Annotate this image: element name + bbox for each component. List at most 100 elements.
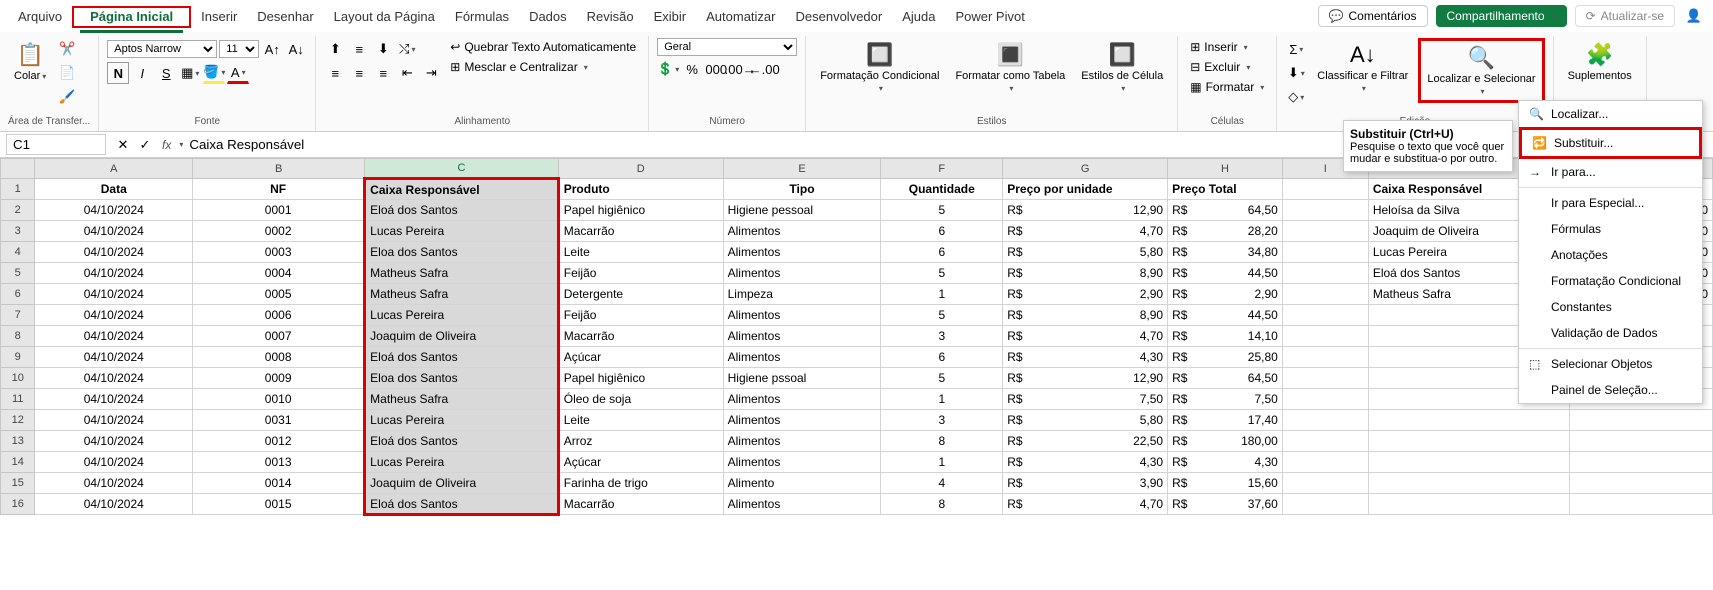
currency-icon[interactable]: 💲▾ [657, 58, 679, 80]
conditional-format-button[interactable]: 🔲Formatação Condicional▾ [814, 38, 945, 97]
fill-icon[interactable]: ⬇▾ [1285, 62, 1307, 84]
cell[interactable]: 0004 [193, 263, 365, 284]
cell[interactable]: Alimentos [723, 452, 881, 473]
cell[interactable]: R$37,60 [1168, 494, 1283, 515]
cell[interactable]: 04/10/2024 [35, 452, 193, 473]
cell[interactable]: R$12,90 [1003, 200, 1168, 221]
cell[interactable]: 4 [881, 473, 1003, 494]
cell[interactable]: 6 [881, 242, 1003, 263]
tab-ajuda[interactable]: Ajuda [892, 3, 945, 30]
insert-cells-button[interactable]: ⊞ Inserir▾ [1186, 38, 1251, 56]
font-name-select[interactable]: Aptos Narrow [107, 40, 217, 58]
cell[interactable]: 6 [881, 221, 1003, 242]
cell[interactable]: Alimentos [723, 242, 881, 263]
row-header[interactable]: 12 [1, 410, 35, 431]
refresh-button[interactable]: ⟳ Atualizar-se [1575, 5, 1675, 27]
font-size-select[interactable]: 11 [219, 40, 259, 58]
cell[interactable]: 04/10/2024 [35, 326, 193, 347]
col-header[interactable]: F [881, 159, 1003, 179]
cell[interactable]: R$22,50 [1003, 431, 1168, 452]
cell[interactable] [1569, 431, 1712, 452]
name-box[interactable] [6, 134, 106, 155]
cell[interactable] [1282, 368, 1368, 389]
cell[interactable] [1282, 431, 1368, 452]
menu-item-constantes[interactable]: Constantes [1519, 294, 1702, 320]
tab-power-pivot[interactable]: Power Pivot [945, 3, 1034, 30]
tab-desenhar[interactable]: Desenhar [247, 3, 323, 30]
cell[interactable]: Tipo [723, 179, 881, 200]
cell[interactable]: Caixa Responsável [365, 179, 559, 200]
cell[interactable] [1368, 494, 1569, 515]
indent-inc-icon[interactable]: ⇥ [420, 62, 442, 84]
row-header[interactable]: 13 [1, 431, 35, 452]
enter-formula-icon[interactable]: ✓ [134, 134, 156, 156]
cell[interactable]: 6 [881, 347, 1003, 368]
cell[interactable]: 0010 [193, 389, 365, 410]
align-left-icon[interactable]: ≡ [324, 62, 346, 84]
cell[interactable]: Eloa dos Santos [365, 242, 559, 263]
cell[interactable]: Alimento [723, 473, 881, 494]
row-header[interactable]: 16 [1, 494, 35, 515]
tab-arquivo[interactable]: Arquivo [8, 3, 72, 30]
cell[interactable]: 04/10/2024 [35, 389, 193, 410]
cell[interactable]: Alimentos [723, 326, 881, 347]
cell[interactable]: Alimentos [723, 263, 881, 284]
cancel-formula-icon[interactable]: ✕ [112, 134, 134, 156]
user-icon[interactable]: 👤 [1683, 5, 1705, 27]
menu-item-localizar-[interactable]: 🔍Localizar... [1519, 101, 1702, 127]
cell[interactable]: Eloá dos Santos [365, 347, 559, 368]
cell[interactable]: R$34,80 [1168, 242, 1283, 263]
cell[interactable]: 0013 [193, 452, 365, 473]
cell[interactable]: 0006 [193, 305, 365, 326]
cell[interactable]: 5 [881, 263, 1003, 284]
number-format-select[interactable]: Geral [657, 38, 797, 56]
format-table-button[interactable]: 🔳Formatar como Tabela▾ [949, 38, 1071, 97]
merge-center-button[interactable]: ⊞ Mesclar e Centralizar▾ [446, 58, 640, 76]
col-header[interactable]: E [723, 159, 881, 179]
cell[interactable] [1569, 494, 1712, 515]
cell[interactable]: 3 [881, 326, 1003, 347]
cell[interactable]: 8 [881, 494, 1003, 515]
align-top-icon[interactable]: ⬆ [324, 38, 346, 60]
cell[interactable] [1282, 452, 1368, 473]
cell[interactable]: 0003 [193, 242, 365, 263]
cell[interactable]: R$44,50 [1168, 263, 1283, 284]
cell[interactable]: 0001 [193, 200, 365, 221]
cell[interactable] [1282, 389, 1368, 410]
tab-layout-da-página[interactable]: Layout da Página [324, 3, 445, 30]
bold-button[interactable]: N [107, 62, 129, 84]
borders-icon[interactable]: ▦▾ [179, 62, 201, 84]
cell[interactable]: 04/10/2024 [35, 200, 193, 221]
align-bottom-icon[interactable]: ⬇ [372, 38, 394, 60]
cell[interactable]: R$5,80 [1003, 242, 1168, 263]
format-painter-icon[interactable]: 🖌️ [56, 86, 78, 108]
cell[interactable]: R$4,70 [1003, 221, 1168, 242]
cell[interactable]: 5 [881, 305, 1003, 326]
cell[interactable]: Feijão [558, 305, 723, 326]
cell[interactable]: Macarrão [558, 326, 723, 347]
cell[interactable]: 0014 [193, 473, 365, 494]
percent-icon[interactable]: % [681, 58, 703, 80]
cell[interactable] [1368, 431, 1569, 452]
cell[interactable] [1282, 410, 1368, 431]
fill-color-icon[interactable]: 🪣▾ [203, 62, 225, 84]
row-header[interactable]: 2 [1, 200, 35, 221]
cell[interactable]: 04/10/2024 [35, 494, 193, 515]
cell[interactable]: Matheus Safra [365, 263, 559, 284]
cell[interactable]: R$64,50 [1168, 368, 1283, 389]
tab-inserir[interactable]: Inserir [191, 3, 247, 30]
copy-icon[interactable]: 📄 [56, 62, 78, 84]
cell[interactable]: Macarrão [558, 221, 723, 242]
row-header[interactable]: 4 [1, 242, 35, 263]
cell[interactable]: Leite [558, 242, 723, 263]
delete-cells-button[interactable]: ⊟ Excluir▾ [1186, 58, 1254, 76]
cell[interactable]: Alimentos [723, 389, 881, 410]
row-header[interactable]: 6 [1, 284, 35, 305]
cell[interactable]: Eloá dos Santos [365, 200, 559, 221]
cell[interactable]: Higiene pssoal [723, 368, 881, 389]
underline-button[interactable]: S [155, 62, 177, 84]
cell[interactable]: Lucas Pereira [365, 452, 559, 473]
fx-icon[interactable]: fx [156, 138, 177, 152]
cell[interactable]: R$180,00 [1168, 431, 1283, 452]
cell[interactable]: Matheus Safra [365, 389, 559, 410]
